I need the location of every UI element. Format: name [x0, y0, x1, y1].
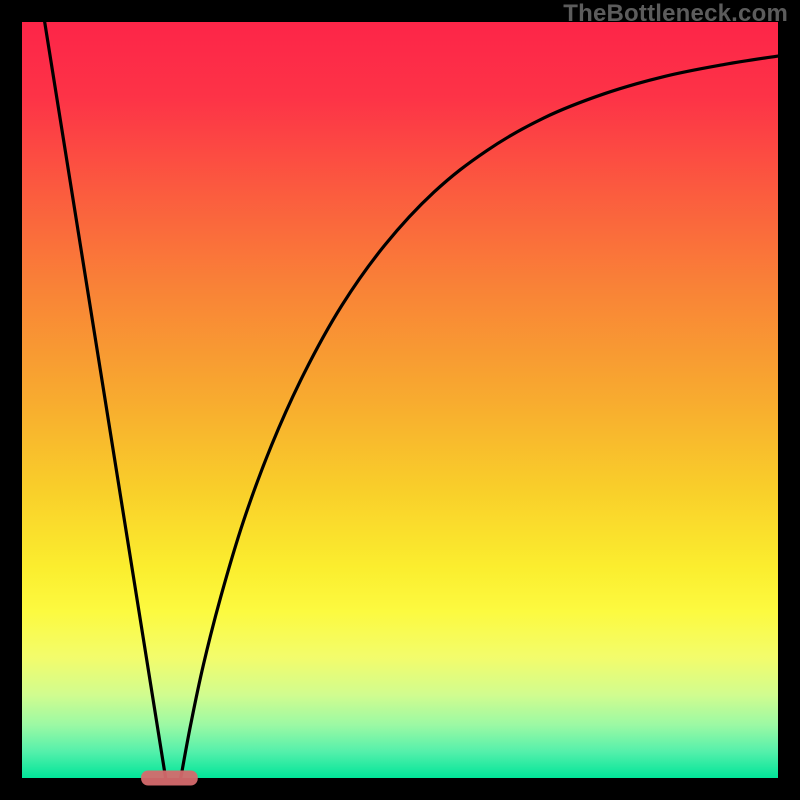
chart-stage: TheBottleneck.com	[0, 0, 800, 800]
watermark-text: TheBottleneck.com	[563, 0, 788, 28]
plot-background	[22, 22, 778, 778]
chart-svg	[0, 0, 800, 800]
optimal-marker	[141, 771, 198, 786]
